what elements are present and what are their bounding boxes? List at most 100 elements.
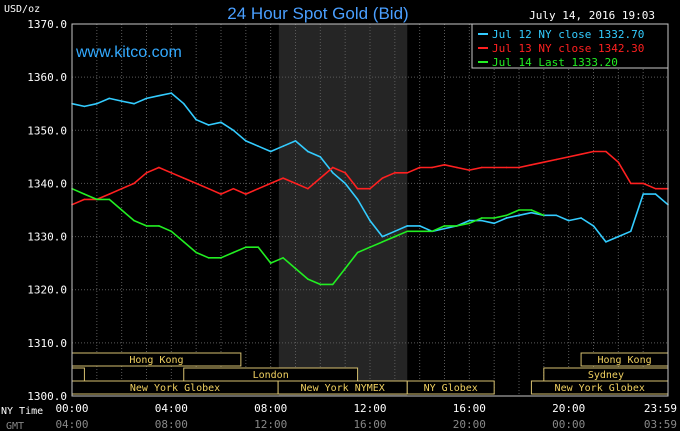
- data-point: [195, 118, 197, 121]
- data-point: [344, 182, 346, 185]
- data-point: [220, 257, 222, 259]
- data-point: [120, 187, 123, 190]
- data-point: [207, 187, 210, 190]
- session-label: New York NYMEX: [301, 383, 385, 394]
- data-point: [257, 246, 260, 248]
- x-tick-label-gmt: 20:00: [453, 418, 486, 431]
- data-point: [257, 145, 260, 148]
- data-point: [555, 158, 558, 161]
- session-label: London: [253, 370, 289, 381]
- data-point: [543, 214, 545, 217]
- x-tick-label-gmt: 12:00: [254, 418, 287, 431]
- data-point: [257, 187, 260, 190]
- data-point: [418, 166, 421, 169]
- data-point: [480, 217, 483, 219]
- data-point: [642, 193, 644, 195]
- legend-label-2: Jul 14 Last 1333.20: [492, 56, 618, 69]
- data-point: [245, 193, 247, 195]
- x-tick-labels: 00:00 04:00 04:00 08:00 08:00 12:00 12:00 16:00…: [55, 402, 677, 431]
- y-tick-label: 1360.0: [27, 71, 67, 84]
- data-point: [443, 164, 446, 166]
- x-tick-label-ny: 12:00: [353, 402, 386, 415]
- data-point: [617, 161, 620, 163]
- data-point: [580, 153, 582, 155]
- data-point: [394, 230, 396, 233]
- data-point: [145, 225, 148, 227]
- data-point: [108, 97, 111, 100]
- data-point: [418, 225, 421, 227]
- data-point: [331, 166, 334, 169]
- x-tick-label-gmt: 04:00: [55, 418, 88, 431]
- data-point: [182, 241, 185, 243]
- data-point: [567, 219, 570, 222]
- data-point: [493, 222, 495, 225]
- data-point: [530, 164, 533, 166]
- data-point: [431, 166, 433, 169]
- x-axis-label-gmt: GMT: [6, 421, 24, 431]
- data-point: [245, 246, 247, 248]
- data-point: [505, 214, 508, 217]
- x-axis-label-ny: NY Time: [1, 406, 43, 417]
- data-point: [182, 102, 185, 105]
- data-point: [605, 150, 607, 153]
- data-point: [158, 225, 160, 227]
- data-point: [605, 241, 607, 243]
- data-point: [319, 156, 322, 158]
- nymex-session-band: [278, 24, 408, 396]
- y-tick-label: 1350.0: [27, 124, 67, 137]
- data-point: [331, 172, 334, 174]
- session-label: Hong Kong: [129, 355, 183, 366]
- data-point: [468, 169, 471, 171]
- data-point: [120, 100, 123, 102]
- data-point: [319, 283, 322, 286]
- data-point: [406, 230, 409, 233]
- data-point: [493, 166, 495, 169]
- data-point: [120, 209, 123, 211]
- data-point: [96, 198, 98, 201]
- data-point: [108, 193, 111, 195]
- data-point: [381, 241, 384, 243]
- data-point: [269, 262, 272, 264]
- data-point: [456, 166, 458, 169]
- data-point: [282, 257, 284, 259]
- data-point: [207, 257, 210, 259]
- x-tick-label-ny: 04:00: [155, 402, 188, 415]
- data-point: [232, 129, 235, 132]
- data-point: [456, 225, 458, 227]
- plot-border: [71, 23, 669, 397]
- data-point: [319, 177, 322, 179]
- watermark-url[interactable]: www.kitco.com: [75, 44, 182, 61]
- data-point: [232, 251, 235, 254]
- data-point: [83, 193, 86, 195]
- data-point: [530, 211, 533, 214]
- data-point: [381, 235, 384, 238]
- data-point: [543, 161, 545, 163]
- data-point: [170, 230, 173, 233]
- data-point: [245, 140, 247, 142]
- data-point: [493, 217, 495, 219]
- session-label: Sydney: [588, 370, 624, 381]
- data-point: [170, 172, 173, 174]
- chart-timestamp: July 14, 2016 19:03: [529, 9, 655, 22]
- data-point: [170, 92, 173, 94]
- data-point: [133, 182, 135, 185]
- data-point: [406, 172, 409, 174]
- data-point: [518, 214, 520, 217]
- data-point: [654, 187, 657, 190]
- data-point: [356, 198, 359, 201]
- data-point: [282, 177, 284, 179]
- legend-label-1: Jul 13 NY close 1342.30: [492, 42, 644, 55]
- data-point: [158, 166, 160, 169]
- data-point: [617, 235, 620, 238]
- y-tick-label: 1310.0: [27, 337, 67, 350]
- data-point: [133, 102, 135, 105]
- data-point: [381, 177, 384, 179]
- data-point: [145, 97, 148, 100]
- data-point: [145, 172, 148, 174]
- data-point: [369, 246, 371, 248]
- data-point: [580, 217, 582, 219]
- data-point: [530, 209, 533, 211]
- x-tick-label-ny: 16:00: [453, 402, 486, 415]
